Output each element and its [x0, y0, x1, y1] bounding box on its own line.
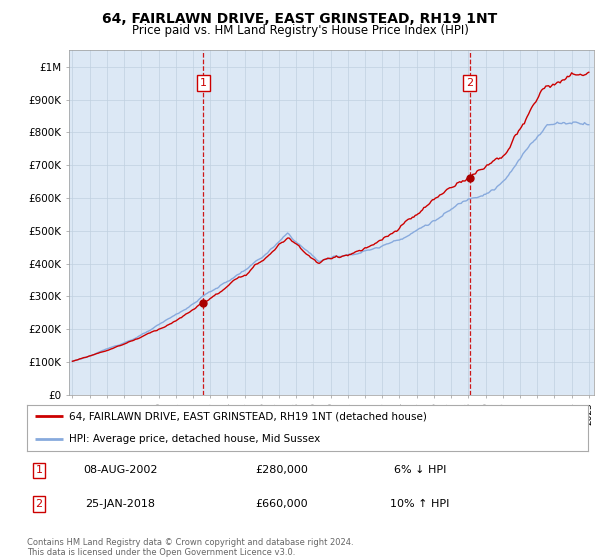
- Text: 2: 2: [466, 78, 473, 88]
- Text: £280,000: £280,000: [256, 465, 308, 475]
- Text: 64, FAIRLAWN DRIVE, EAST GRINSTEAD, RH19 1NT: 64, FAIRLAWN DRIVE, EAST GRINSTEAD, RH19…: [103, 12, 497, 26]
- Text: 25-JAN-2018: 25-JAN-2018: [85, 499, 155, 509]
- Text: Price paid vs. HM Land Registry's House Price Index (HPI): Price paid vs. HM Land Registry's House …: [131, 24, 469, 37]
- Text: Contains HM Land Registry data © Crown copyright and database right 2024.
This d: Contains HM Land Registry data © Crown c…: [27, 538, 353, 557]
- Text: 64, FAIRLAWN DRIVE, EAST GRINSTEAD, RH19 1NT (detached house): 64, FAIRLAWN DRIVE, EAST GRINSTEAD, RH19…: [69, 412, 427, 421]
- Text: 1: 1: [35, 465, 43, 475]
- Text: 6% ↓ HPI: 6% ↓ HPI: [394, 465, 446, 475]
- Text: 10% ↑ HPI: 10% ↑ HPI: [391, 499, 449, 509]
- Text: 1: 1: [200, 78, 207, 88]
- Text: HPI: Average price, detached house, Mid Sussex: HPI: Average price, detached house, Mid …: [69, 435, 320, 444]
- Text: 2: 2: [35, 499, 43, 509]
- Text: 08-AUG-2002: 08-AUG-2002: [83, 465, 157, 475]
- Text: £660,000: £660,000: [256, 499, 308, 509]
